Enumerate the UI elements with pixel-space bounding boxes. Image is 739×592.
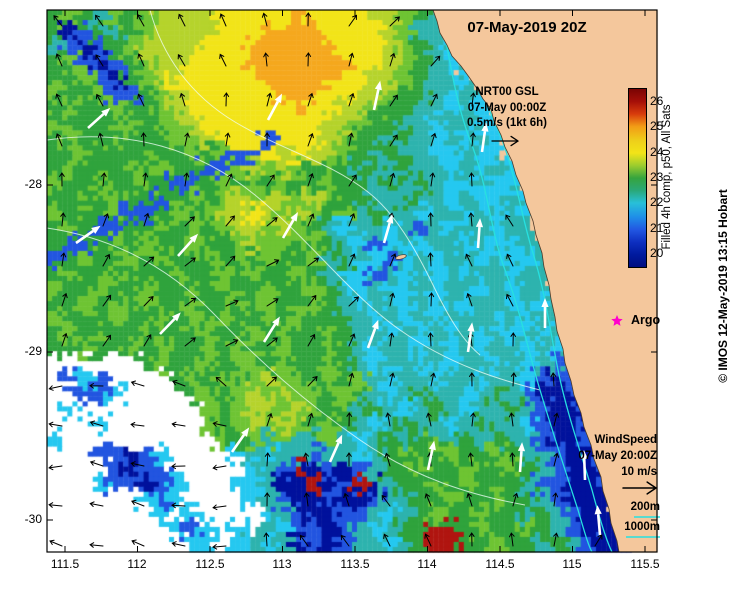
- x-tick-label: 112.5: [195, 557, 225, 571]
- colorbar-tick-label: 23: [650, 170, 664, 184]
- wind-legend-name: WindSpeed: [594, 434, 657, 446]
- gsl-legend-name: NRT00 GSL: [475, 86, 539, 98]
- x-tick-label: 111.5: [50, 557, 80, 571]
- depth-200m-label: 200m: [630, 501, 660, 513]
- y-tick-label: -28: [24, 177, 42, 191]
- colorbar: [628, 88, 647, 268]
- wind-legend: WindSpeed 07-May 20:00Z 10 m/s: [557, 432, 657, 480]
- colorbar-tick-label: 22: [650, 195, 664, 210]
- colorbar-tick-label: 20: [650, 246, 664, 261]
- colorbar-tick-label: 21: [650, 220, 664, 235]
- x-tick-label: 115.5: [630, 557, 660, 571]
- x-tick-label: 114: [417, 557, 437, 571]
- colorbar-tick-label: 26: [650, 93, 664, 108]
- wind-legend-scale: 10 m/s: [621, 466, 657, 478]
- y-tick-label: -29: [24, 344, 42, 358]
- depth-1000m-label: 1000m: [624, 521, 660, 533]
- copyright-vertical: © IMOS 12-May-2019 13:15 Hobart: [716, 189, 730, 383]
- x-tick-label: 113: [272, 557, 292, 571]
- gsl-legend-scale: 0.5m/s (1kt 6h): [467, 117, 547, 129]
- x-tick-label: 112: [127, 557, 147, 571]
- colorbar-label: Filled 4h comp, p50, All Sats: [661, 104, 673, 250]
- wind-legend-time: 07-May 20:00Z: [578, 450, 657, 462]
- x-tick-label: 115: [562, 557, 582, 571]
- gsl-legend: NRT00 GSL 07-May 00:00Z 0.5m/s (1kt 6h): [440, 85, 574, 132]
- y-tick-label: -30: [24, 512, 42, 526]
- colorbar-tick-label: 24: [650, 144, 664, 159]
- colorbar-tick-label: 25: [650, 119, 664, 134]
- x-tick-label: 114.5: [485, 557, 515, 571]
- x-tick-label: 113.5: [340, 557, 370, 571]
- gsl-legend-time: 07-May 00:00Z: [467, 101, 547, 114]
- argo-label: Argo: [631, 313, 661, 327]
- timestamp-title: 07-May-2019 20Z: [467, 19, 587, 36]
